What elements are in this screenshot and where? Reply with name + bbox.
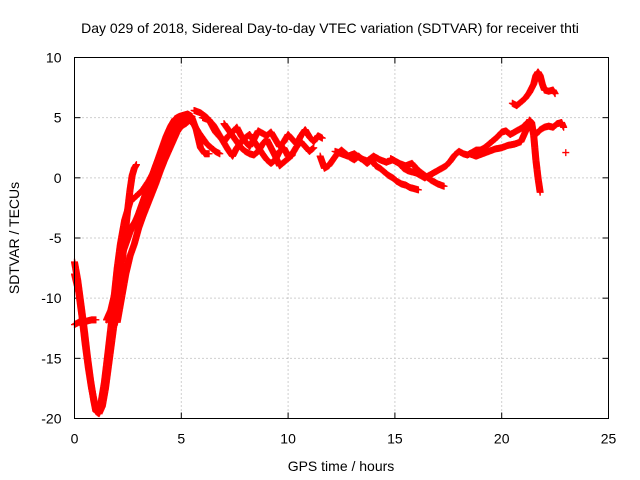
y-tick-label: 5 <box>54 110 62 126</box>
x-tick-label: 15 <box>387 431 403 447</box>
chart-title: Day 029 of 2018, Sidereal Day-to-day VTE… <box>81 20 579 36</box>
series-track-9 <box>220 120 296 170</box>
data-point <box>536 188 544 196</box>
series-track-8 <box>199 114 318 167</box>
y-tick-label: -20 <box>41 411 61 427</box>
plot-frame <box>74 57 609 419</box>
x-tick-label: 5 <box>177 431 185 447</box>
y-tick-label: -10 <box>41 290 61 306</box>
data-point <box>310 144 318 152</box>
y-tick-label: 0 <box>54 170 62 186</box>
x-tick-label: 10 <box>280 431 296 447</box>
series-track-11 <box>331 147 448 190</box>
series-track-15 <box>562 149 570 157</box>
y-axis-label: SDTVAR / TECUs <box>6 182 22 294</box>
data-point <box>560 123 568 131</box>
y-tick-label: -5 <box>49 230 62 246</box>
data-points <box>71 68 570 418</box>
x-tick-label: 0 <box>71 431 79 447</box>
y-tick-label: 10 <box>46 50 62 66</box>
x-tick-label: 20 <box>494 431 510 447</box>
data-point <box>132 161 140 169</box>
data-point <box>318 134 326 142</box>
data-point <box>216 150 224 158</box>
series-track-13 <box>466 116 544 196</box>
series-track-6 <box>113 116 224 326</box>
data-point <box>440 182 448 190</box>
data-point <box>288 151 296 159</box>
grid <box>74 57 609 419</box>
data-point <box>414 186 422 194</box>
data-point <box>562 149 570 157</box>
x-axis-label: GPS time / hours <box>288 458 395 474</box>
tick-labels: 0 5 10 15 20 25 -20 -15 -10 -5 0 5 10 <box>41 50 616 447</box>
data-point <box>205 150 213 158</box>
y-tick-label: -15 <box>41 350 61 366</box>
series-track-14 <box>508 68 559 110</box>
x-tick-label: 25 <box>601 431 617 447</box>
data-point <box>92 316 100 324</box>
data-point <box>551 90 559 98</box>
